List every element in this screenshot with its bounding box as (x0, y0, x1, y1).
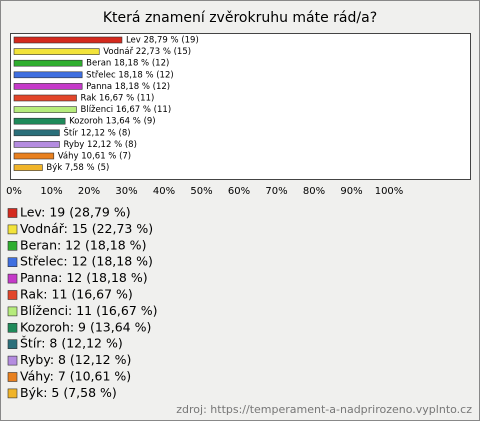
legend-swatch (7, 257, 18, 268)
legend-label: Beran: 12 (18,18 %) (20, 237, 146, 252)
legend-label: Býk: 5 (7,58 %) (20, 385, 117, 400)
chart-title: Která znamení zvěrokruhu máte rád/a? (103, 10, 377, 26)
legend-swatch (7, 322, 18, 333)
bar (13, 59, 83, 67)
x-tick-label: 20% (78, 186, 100, 197)
bar (13, 164, 43, 171)
legend-swatch (7, 224, 18, 235)
x-tick-label: 10% (40, 186, 62, 197)
value-label: Lev 28,79 % (19) (126, 36, 199, 46)
bar (13, 83, 83, 90)
bar (13, 106, 77, 113)
x-tick-label: 30% (115, 186, 137, 197)
x-tick-label: 50% (190, 186, 212, 197)
legend-label: Rak: 11 (16,67 %) (20, 287, 133, 302)
plot-area (10, 33, 471, 180)
value-label: Rak 16,67 % (11) (81, 94, 155, 104)
legend-swatch (7, 241, 18, 251)
legend-swatch (7, 306, 18, 317)
legend-swatch (7, 273, 18, 284)
value-label: Beran 18,18 % (12) (86, 59, 169, 69)
value-label: Panna 18,18 % (12) (86, 82, 170, 92)
bar (13, 129, 60, 137)
legend-label: Střelec: 12 (18,18 %) (20, 254, 153, 269)
value-label: Ryby 12,12 % (8) (63, 140, 136, 150)
value-label: Střelec 18,18 % (12) (86, 70, 174, 80)
legend-label: Ryby: 8 (12,12 %) (20, 352, 131, 367)
legend-label: Blíženci: 11 (16,67 %) (20, 303, 158, 318)
x-tick-label: 0% (6, 186, 22, 197)
bar (13, 36, 123, 44)
legend-label: Lev: 19 (28,79 %) (20, 205, 131, 220)
value-label: Blíženci 16,67 % (11) (81, 105, 172, 115)
legend-label: Vodnář: 15 (22,73 %) (20, 221, 153, 236)
legend-label: Váhy: 7 (10,61 %) (20, 369, 131, 384)
value-label: Kozoroh 13,64 % (9) (69, 117, 155, 127)
bar (13, 94, 77, 102)
source: zdroj: https://temperament-a-nadprirozen… (176, 403, 472, 416)
bar (13, 48, 100, 55)
legend-swatch (7, 339, 18, 350)
x-tick-label: 70% (265, 186, 287, 197)
legend-label: Štír: 8 (12,12 %) (20, 336, 123, 351)
x-tick-label: 90% (340, 186, 362, 197)
value-label: Býk 7,58 % (5) (46, 163, 109, 173)
legend-label: Panna: 12 (18,18 %) (20, 270, 148, 285)
x-tick-label: 80% (303, 186, 325, 197)
bar (13, 152, 55, 160)
x-tick-label: 60% (228, 186, 250, 197)
legend-swatch (7, 355, 18, 366)
legend-swatch (7, 388, 18, 399)
value-label: Štír 12,12 % (8) (63, 126, 130, 138)
bar (13, 141, 60, 148)
legend-swatch (7, 290, 18, 300)
legend-label: Kozoroh: 9 (13,64 %) (20, 319, 151, 334)
legend-swatch (7, 372, 18, 382)
bar (13, 71, 83, 79)
legend-swatch (7, 208, 18, 218)
bar (13, 117, 66, 125)
x-tick-label: 100% (375, 186, 404, 197)
x-tick-label: 40% (153, 186, 175, 197)
value-label: Vodnář 22,73 % (15) (103, 47, 191, 57)
value-label: Váhy 10,61 % (7) (58, 152, 131, 162)
